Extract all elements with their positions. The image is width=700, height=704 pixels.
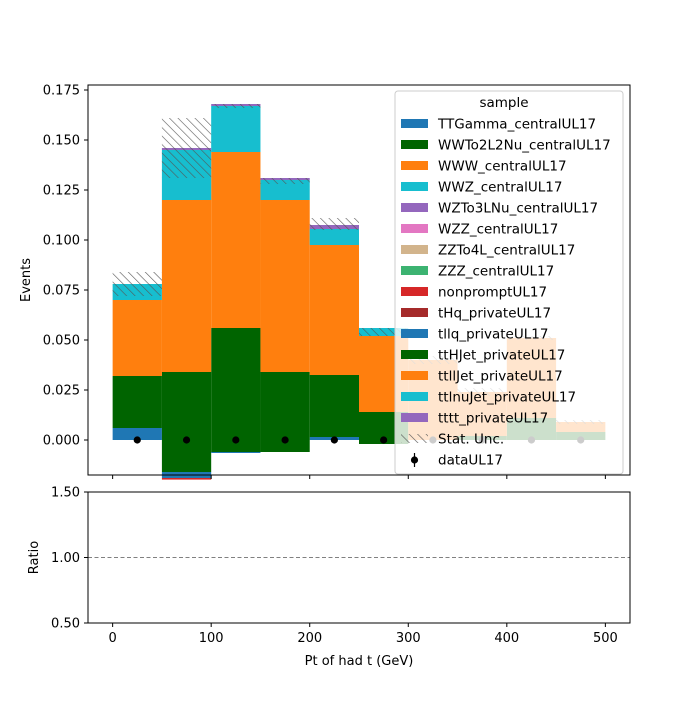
legend-label-11: ttHJet_privateUL17	[438, 348, 565, 364]
x-tick-label-4: 400	[494, 631, 519, 646]
bar-WWW_centralUL17-bin-0	[112, 300, 162, 376]
stat-unc-band-bin-1	[161, 118, 212, 178]
legend-box	[394, 90, 624, 475]
legend-swatch-3	[401, 182, 428, 191]
legend-title: sample	[479, 95, 528, 111]
legend-swatch-10	[401, 329, 428, 338]
bar-WWW_centralUL17-bin-2	[211, 152, 261, 328]
legend-swatch-13	[401, 392, 428, 401]
legend-label-14: tttt_privateUL17	[438, 411, 548, 427]
legend-label-12: ttllJet_privateUL17	[438, 369, 563, 385]
data-point-5	[380, 436, 388, 444]
stat-unc-band-bin-5	[359, 328, 409, 336]
legend-swatch-stat-unc	[401, 434, 428, 443]
y-axis-label: Events	[19, 258, 34, 302]
stat-unc-band-bin-2	[211, 104, 261, 108]
legend-label-stat-unc: Stat. Unc.	[438, 432, 504, 448]
stat-unc-band-bin-0	[112, 272, 162, 296]
neg-bar-nonpromptUL17-bin-1	[161, 478, 212, 480]
main-panel: 0.000 0.025 0.050 0.075 0.100 0.125 0.150 0.175…	[19, 84, 631, 480]
legend-label-13: ttlnuJet_privateUL17	[438, 390, 576, 406]
bar-WWW_centralUL17-bin-1	[161, 200, 212, 372]
legend-swatch-6	[401, 245, 428, 254]
ratio-y-tick-label-1: 1.00	[51, 551, 80, 566]
y-tick-label-0: 0.000	[43, 434, 80, 449]
legend-label-3: WWZ_centralUL17	[438, 180, 562, 196]
legend-label-7: ZZZ_centralUL17	[438, 264, 554, 280]
legend-swatch-11	[401, 350, 428, 359]
legend: sample TTGamma_centralUL17 WWTo2L2Nu_centr…	[394, 90, 624, 475]
bar-WWTo2L2Nu_centralUL17-bin-2	[211, 328, 261, 440]
y-tick-label-7: 0.175	[43, 84, 80, 99]
ratio-y-tick-label-2: 1.50	[51, 486, 80, 501]
legend-label-0: TTGamma_centralUL17	[437, 117, 596, 133]
legend-swatch-0	[401, 119, 428, 128]
legend-label-4: WZTo3LNu_centralUL17	[438, 201, 598, 217]
bar-WWW_centralUL17-bin-3	[260, 200, 310, 372]
y-tick-label-5: 0.125	[43, 184, 80, 199]
bar-TTGamma_centralUL17-bin-0	[112, 428, 162, 440]
x-tick-label-0: 0	[108, 631, 116, 646]
data-point-4	[330, 436, 338, 444]
bar-WWTo2L2Nu_centralUL17-bin-1	[161, 372, 212, 440]
x-tick-label-3: 300	[396, 631, 421, 646]
legend-label-5: WZZ_centralUL17	[438, 222, 558, 238]
y-tick-label-4: 0.100	[43, 234, 80, 249]
legend-label-1: WWTo2L2Nu_centralUL17	[438, 138, 611, 154]
legend-label-data: dataUL17	[438, 453, 503, 469]
ratio-panel: 0.50 1.00 1.50 0 100 200 300 400 500 Ratio Pt of h…	[27, 486, 631, 669]
neg-bar-WWTo2L2Nu_centralUL17-bin-3	[260, 440, 310, 452]
bar-WWZ_centralUL17-bin-4	[309, 229, 359, 245]
legend-swatch-14	[401, 413, 428, 422]
legend-label-2: WWW_centralUL17	[438, 159, 567, 175]
y-tick-label-6: 0.150	[43, 134, 80, 149]
neg-bar-WWTo2L2Nu_centralUL17-bin-1	[161, 440, 212, 472]
x-tick-label-2: 200	[297, 631, 322, 646]
bar-WWTo2L2Nu_centralUL17-bin-3	[260, 372, 310, 440]
bar-WWTo2L2Nu_centralUL17-bin-0	[112, 376, 162, 428]
y-tick-label-1: 0.025	[43, 384, 80, 399]
data-point-3	[281, 436, 289, 444]
neg-bar-WWTo2L2Nu_centralUL17-bin-2	[211, 440, 261, 452]
bar-WWW_centralUL17-bin-4	[309, 245, 359, 375]
legend-swatch-12	[401, 371, 428, 380]
x-axis-label: Pt of had t (GeV)	[305, 654, 414, 669]
bar-WWZ_centralUL17-bin-3	[260, 180, 310, 200]
stat-unc-band-bin-3	[260, 178, 310, 184]
legend-swatch-2	[401, 161, 428, 170]
legend-label-10: tllq_privateUL17	[438, 327, 548, 343]
ratio-y-tick-label-0: 0.50	[51, 617, 80, 632]
x-tick-label-5: 500	[593, 631, 618, 646]
stat-unc-band-bin-4	[309, 218, 359, 230]
bar-WWTo2L2Nu_centralUL17-bin-4	[309, 375, 359, 437]
legend-label-8: nonpromptUL17	[438, 285, 547, 301]
legend-swatch-8	[401, 287, 428, 296]
data-point-2	[232, 436, 240, 444]
legend-swatch-4	[401, 203, 428, 212]
legend-label-6: ZZTo4L_centralUL17	[438, 243, 575, 259]
y-tick-label-2: 0.050	[43, 334, 80, 349]
legend-swatch-5	[401, 224, 428, 233]
x-tick-label-1: 100	[199, 631, 224, 646]
legend-swatch-1	[401, 140, 428, 149]
neg-bar-TTGamma_centralUL17-bin-2	[211, 452, 261, 453]
legend-data-marker	[410, 456, 419, 464]
legend-swatch-9	[401, 308, 428, 317]
data-point-1	[182, 436, 191, 444]
ratio-y-axis-label: Ratio	[27, 541, 42, 574]
y-tick-label-3: 0.075	[43, 284, 80, 299]
bar-WWZ_centralUL17-bin-2	[211, 106, 261, 152]
data-point-0	[133, 436, 141, 444]
main-plot-frame	[87, 84, 631, 476]
legend-label-9: tHq_privateUL17	[438, 306, 551, 322]
legend-swatch-7	[401, 266, 428, 275]
